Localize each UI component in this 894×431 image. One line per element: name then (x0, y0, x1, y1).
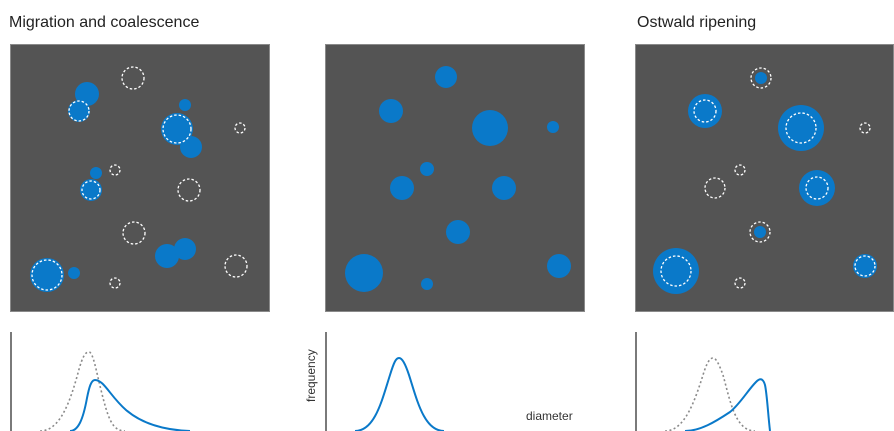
particle (155, 244, 179, 268)
particle (853, 254, 877, 278)
particle (420, 162, 434, 176)
dashed-particle-outline (162, 114, 192, 144)
panel-middle-drawing (345, 66, 571, 292)
particle (547, 121, 559, 133)
particle (68, 100, 90, 122)
size-distribution-plot-middle (325, 332, 445, 431)
particle (755, 72, 767, 84)
panel-ostwald-ripening (635, 44, 894, 312)
particle (390, 176, 414, 200)
particle (754, 226, 766, 238)
particle (446, 220, 470, 244)
size-distribution-plot-right (635, 332, 771, 431)
dashed-particle-outline (734, 277, 746, 289)
particle (547, 254, 571, 278)
x-axis-label: diameter (526, 409, 573, 423)
particle (80, 179, 102, 201)
dashed-particle-outline (81, 180, 101, 200)
dashed-particle-outline (785, 112, 817, 144)
particle (653, 248, 699, 294)
particle (179, 99, 191, 111)
dashed-particle-outline (749, 221, 771, 243)
particle (492, 176, 516, 200)
particle (174, 238, 196, 260)
particle (68, 267, 80, 279)
particle (435, 66, 457, 88)
migration-coalescence-title: Migration and coalescence (9, 14, 200, 31)
dashed-particle-outline (224, 254, 248, 278)
size-distribution-plot-left (10, 332, 191, 431)
final-distribution-curve (69, 378, 191, 431)
dashed-particle-outline (734, 164, 746, 176)
particle (161, 113, 193, 145)
dashed-particle-outline (234, 122, 246, 134)
particle (421, 278, 433, 290)
particle (688, 94, 722, 128)
particle (345, 254, 383, 292)
initial-distribution-curve (664, 357, 756, 431)
dashed-particle-outline (750, 67, 772, 89)
particle (799, 170, 835, 206)
dashed-particle-outline (854, 255, 876, 277)
panel-migration-coalescence (10, 44, 270, 312)
particle (30, 258, 64, 292)
dashed-particle-outline (109, 164, 121, 176)
particle (379, 99, 403, 123)
particle (472, 110, 508, 146)
dashed-particle-outline (109, 277, 121, 289)
y-axis-label: frequency (304, 349, 318, 402)
panel-migration-coalescence-drawing (30, 66, 248, 292)
dashed-particle-outline (121, 66, 145, 90)
dashed-particle-outline (177, 178, 201, 202)
panel-ostwald-ripening-drawing (653, 67, 877, 294)
panel-middle (325, 44, 585, 312)
particle (180, 136, 202, 158)
dashed-particle-outline (122, 221, 146, 245)
dashed-particle-outline (68, 100, 90, 122)
initial-distribution-curve (39, 351, 126, 431)
dashed-particle-outline (660, 255, 692, 287)
final-distribution-curve (684, 378, 771, 431)
particle (75, 82, 99, 106)
dashed-particle-outline (704, 177, 726, 199)
dashed-particle-outline (693, 99, 717, 123)
particle (778, 105, 824, 151)
dashed-particle-outline (859, 122, 871, 134)
ostwald-ripening-title: Ostwald ripening (637, 14, 757, 31)
dashed-particle-outline (31, 259, 63, 291)
dashed-particle-outline (805, 176, 829, 200)
distribution-curve (354, 356, 445, 431)
particle (90, 167, 102, 179)
